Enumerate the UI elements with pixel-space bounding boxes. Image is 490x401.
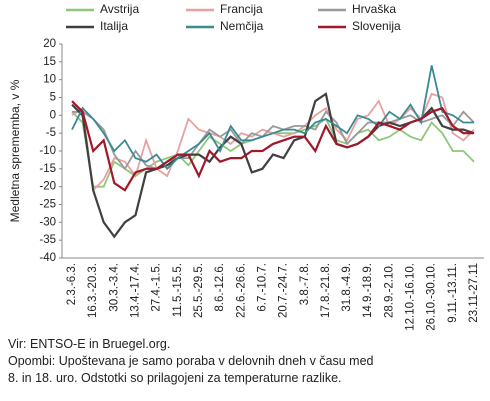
y-tick-label: -10 — [39, 145, 56, 157]
x-tick-label: 12.10.-16.10. — [405, 263, 417, 331]
x-tick-label: 20.7.-24.7. — [278, 263, 290, 318]
x-tick-label: 22.6.-26.6. — [235, 263, 247, 318]
x-tick-label: 23.11-27.11 — [468, 263, 480, 323]
legend-label: Hrvaška — [352, 2, 396, 16]
x-tick-label: 6.7.-10.7. — [256, 263, 268, 312]
y-tick-label: -5 — [46, 127, 56, 139]
legend-label: Francija — [220, 2, 263, 16]
x-tick-label: 9.11.-13.11. — [447, 263, 459, 323]
x-tick-label: 27.4.-1.5. — [151, 263, 163, 312]
x-tick-label: 8.6.-12.6. — [214, 263, 226, 312]
legend-label: Slovenija — [352, 19, 401, 33]
y-tick-label: -25 — [39, 199, 56, 211]
x-tick-label: 30.3.-3.4. — [108, 263, 120, 312]
x-tick-label: 17.8.-21.8. — [320, 263, 332, 318]
y-tick-label: -35 — [39, 234, 56, 246]
y-tick-label: 20 — [43, 38, 56, 50]
y-tick-label: -40 — [39, 252, 56, 264]
series-line — [71, 100, 474, 192]
y-tick-label: 10 — [43, 74, 56, 86]
x-tick-label: 14.9.-18.9. — [362, 263, 374, 318]
x-tick-label: 2.3.-6.3. — [66, 263, 78, 305]
legend-label: Italija — [100, 19, 128, 33]
y-tick-label: 5 — [50, 92, 56, 104]
series-line — [71, 65, 474, 171]
y-tick-label: -15 — [39, 163, 56, 175]
y-tick-label: 15 — [43, 56, 56, 68]
x-tick-label: 16.3.-20.3. — [87, 263, 99, 318]
footer-note: Opombi: Upoštevana je samo poraba v delo… — [8, 354, 374, 368]
x-tick-label: 25.5.-29.5. — [193, 263, 205, 318]
y-tick-label: 0 — [50, 109, 56, 121]
legend-label: Nemčija — [220, 19, 264, 33]
series-line — [71, 111, 475, 188]
x-tick-label: 31.8.-4.9. — [341, 263, 353, 312]
x-tick-label: 11.5.-15.5. — [172, 263, 184, 317]
x-tick-label: 13.4.-17.4. — [130, 263, 142, 318]
series-line — [72, 110, 475, 171]
y-tick-label: -30 — [39, 216, 56, 228]
x-tick-label: 3.8.-7.8. — [299, 263, 311, 305]
series-line — [71, 92, 475, 239]
y-axis-label: Medletna sprememba, v % — [8, 79, 22, 222]
x-tick-label: 26.10.-30.10. — [426, 263, 438, 331]
footer-note: 8. in 18. uro. Odstotki so prilagojeni z… — [8, 371, 342, 385]
x-tick-label: 28.9.-2.10. — [383, 263, 395, 318]
legend-label: Avstrija — [100, 2, 139, 16]
y-tick-label: -20 — [39, 181, 56, 193]
footer-note: Vir: ENTSO-E in Bruegel.org. — [8, 337, 170, 351]
